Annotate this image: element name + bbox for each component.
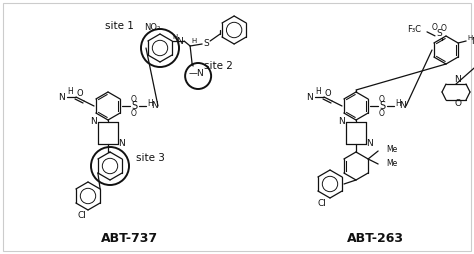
Text: O: O bbox=[325, 89, 331, 99]
Text: H: H bbox=[315, 87, 321, 97]
Text: H: H bbox=[67, 87, 73, 97]
Text: S: S bbox=[203, 39, 209, 47]
Text: N: N bbox=[307, 92, 313, 102]
Text: Cl: Cl bbox=[78, 211, 87, 219]
Text: N: N bbox=[118, 139, 126, 149]
Text: O: O bbox=[131, 108, 137, 118]
Text: H: H bbox=[191, 38, 197, 44]
Text: O: O bbox=[432, 23, 438, 32]
Text: N: N bbox=[471, 38, 474, 46]
Text: N: N bbox=[338, 118, 346, 126]
Text: N: N bbox=[455, 75, 461, 85]
Text: H: H bbox=[147, 99, 153, 107]
Text: site 1: site 1 bbox=[105, 21, 134, 31]
Text: F₃C: F₃C bbox=[407, 25, 421, 34]
Text: O: O bbox=[379, 108, 385, 118]
Text: N: N bbox=[176, 37, 182, 45]
Text: H: H bbox=[173, 34, 178, 40]
Text: site 3: site 3 bbox=[136, 153, 165, 163]
Text: S: S bbox=[436, 29, 442, 38]
Text: O: O bbox=[131, 94, 137, 103]
Text: ABT-263: ABT-263 bbox=[346, 231, 403, 245]
Text: NO₂: NO₂ bbox=[144, 24, 160, 33]
Text: N: N bbox=[59, 92, 65, 102]
Text: N: N bbox=[400, 102, 406, 110]
Text: N: N bbox=[366, 139, 374, 149]
Text: S: S bbox=[379, 101, 385, 111]
Text: O: O bbox=[379, 94, 385, 103]
Text: O: O bbox=[455, 100, 462, 108]
Text: —N: —N bbox=[188, 70, 204, 78]
Text: site 2: site 2 bbox=[204, 61, 233, 71]
Text: S: S bbox=[131, 101, 137, 111]
Text: H: H bbox=[467, 35, 473, 41]
Text: Me: Me bbox=[386, 145, 397, 153]
Text: H: H bbox=[395, 99, 401, 107]
Text: N: N bbox=[152, 102, 158, 110]
Text: N: N bbox=[91, 118, 97, 126]
Text: ABT-737: ABT-737 bbox=[101, 231, 159, 245]
Text: Cl: Cl bbox=[318, 199, 327, 209]
Text: O: O bbox=[77, 89, 83, 99]
Text: Me: Me bbox=[386, 160, 397, 168]
Text: O: O bbox=[441, 24, 447, 33]
